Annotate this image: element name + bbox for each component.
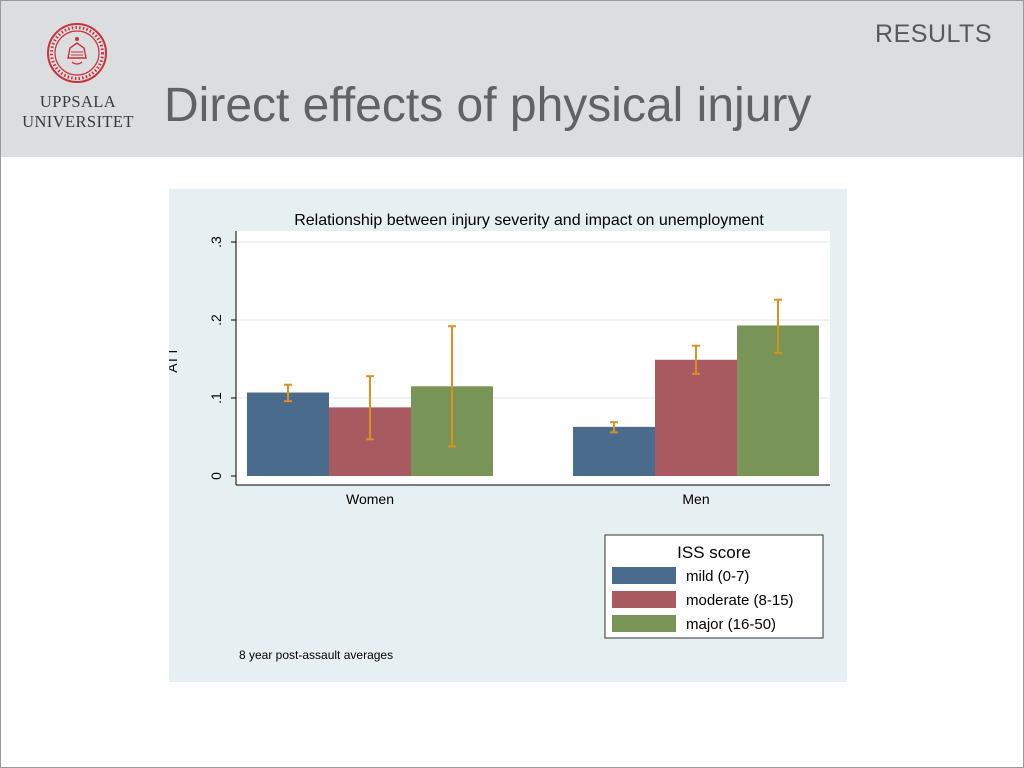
y-tick-label: .3 xyxy=(208,236,224,248)
y-tick-label: 0 xyxy=(208,472,224,480)
logo-line-2: UNIVERSITET xyxy=(22,112,134,131)
legend: ISS score mild (0-7) moderate (8-15) major… xyxy=(604,534,824,639)
legend-swatch xyxy=(612,615,676,632)
legend-title: ISS score xyxy=(677,543,751,562)
y-axis-label: ATT xyxy=(169,347,180,373)
header-band xyxy=(1,1,1023,157)
bar xyxy=(655,359,737,476)
legend-label: moderate (8-15) xyxy=(686,592,794,609)
bar xyxy=(247,392,329,476)
legend-label: mild (0-7) xyxy=(686,568,749,585)
university-seal-icon xyxy=(47,23,107,83)
axes: 0 .1 .2 .3 Women Men xyxy=(208,231,830,507)
x-tick-label: Men xyxy=(682,491,709,507)
legend-swatch xyxy=(612,591,676,608)
chart-note: 8 year post-assault averages xyxy=(239,648,393,662)
chart-title: Relationship between injury severity and… xyxy=(294,212,764,229)
slide-title: Direct effects of physical injury xyxy=(164,79,812,132)
legend-label: major (16-50) xyxy=(686,616,776,633)
logo-line-1: UPPSALA xyxy=(39,92,117,111)
error-bars xyxy=(284,298,782,448)
chart-panel: Relationship between injury severity and… xyxy=(169,189,847,682)
y-tick-label: .2 xyxy=(208,314,224,326)
bar-chart: Relationship between injury severity and… xyxy=(169,212,830,662)
section-label: RESULTS xyxy=(875,20,992,48)
x-tick-label: Women xyxy=(346,491,394,507)
y-tick-label: .1 xyxy=(208,392,224,404)
bar xyxy=(573,426,655,476)
legend-swatch xyxy=(612,567,676,584)
university-logo: UPPSALA UNIVERSITET xyxy=(18,22,138,134)
